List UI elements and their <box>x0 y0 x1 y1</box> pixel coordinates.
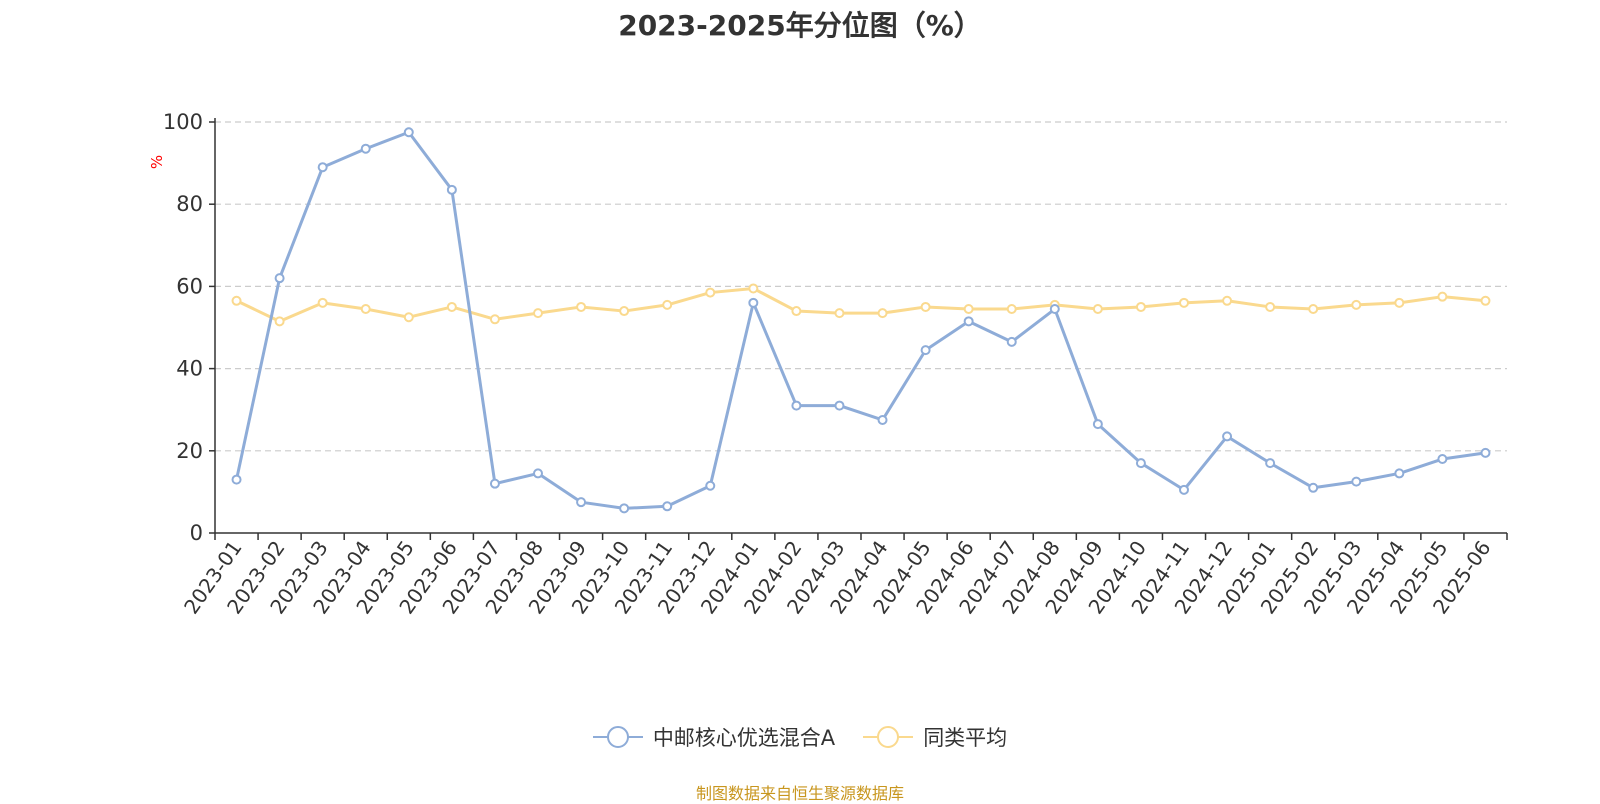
data-point <box>1265 458 1276 469</box>
legend-circle-icon <box>863 726 914 748</box>
data-point <box>1351 299 1362 310</box>
data-point <box>1179 484 1189 495</box>
data-point <box>619 306 630 317</box>
data-point <box>1135 301 1146 312</box>
data-point <box>231 474 242 485</box>
data-point <box>1480 447 1491 458</box>
data-point <box>791 400 802 411</box>
data-point <box>705 480 716 491</box>
data-point <box>619 503 630 514</box>
data-point <box>1437 291 1448 302</box>
axes: 020406080100%2023-012023-022023-032023-0… <box>148 110 1508 618</box>
y-tick-label: 40 <box>176 357 203 381</box>
line-chart: 020406080100%2023-012023-022023-032023-0… <box>148 110 1508 618</box>
data-point <box>446 184 457 195</box>
data-point <box>403 127 414 138</box>
data-point <box>317 162 328 173</box>
legend-label: 中邮核心优选混合A <box>652 726 836 750</box>
data-point <box>1222 431 1233 442</box>
data-point <box>489 314 500 325</box>
data-point <box>1092 419 1103 430</box>
data-point <box>920 345 931 356</box>
data-point <box>1394 468 1405 479</box>
data-point <box>274 316 285 327</box>
data-point <box>1308 482 1319 493</box>
data-point <box>576 301 587 312</box>
data-point <box>1394 297 1405 308</box>
data-point <box>963 316 974 327</box>
data-point <box>360 304 371 315</box>
data-point <box>834 308 845 319</box>
legend-label: 同类平均 <box>923 726 1008 750</box>
data-point <box>1437 454 1448 465</box>
series-line <box>235 130 1486 510</box>
y-axis-label: % <box>148 155 166 169</box>
data-point <box>963 304 974 315</box>
y-tick-label: 100 <box>163 110 203 134</box>
data-point <box>1006 304 1017 315</box>
y-tick-label: 20 <box>176 439 203 463</box>
data-point <box>1265 301 1276 312</box>
data-point <box>662 501 673 512</box>
data-point <box>1049 304 1060 315</box>
data-point <box>1308 304 1319 315</box>
data-point <box>403 312 414 323</box>
data-point <box>748 283 759 294</box>
series-line <box>235 286 1486 323</box>
data-point <box>834 400 845 411</box>
legend-circle <box>877 726 900 748</box>
data-point <box>231 295 242 306</box>
data-point <box>1179 297 1189 308</box>
y-tick-label: 60 <box>176 274 203 298</box>
data-point <box>576 497 587 508</box>
grid-lines <box>215 121 1507 452</box>
source-note: 制图数据来自恒生聚源数据库 <box>695 784 904 803</box>
legend-circle-icon <box>592 726 643 748</box>
data-point <box>1222 295 1233 306</box>
series-lines <box>231 127 1491 514</box>
legend-item[interactable]: 中邮核心优选混合A <box>592 722 836 752</box>
data-point <box>317 297 328 308</box>
data-point <box>920 301 931 312</box>
data-point <box>1006 336 1017 347</box>
data-point <box>533 468 543 479</box>
data-point <box>877 414 888 425</box>
data-point <box>705 287 716 298</box>
chart-title: 2023-2025年分位图（%） <box>618 9 982 42</box>
data-point <box>360 143 371 154</box>
data-point <box>662 299 673 310</box>
y-tick-label: 80 <box>176 192 203 216</box>
legend-circle <box>606 726 629 748</box>
data-point <box>1135 458 1146 469</box>
data-point <box>489 478 500 489</box>
data-point <box>533 308 543 319</box>
y-tick-label: 0 <box>190 521 203 545</box>
data-point <box>1480 295 1491 306</box>
data-point <box>274 273 285 284</box>
data-point <box>791 306 802 317</box>
legend-item[interactable]: 同类平均 <box>863 722 1007 752</box>
data-point <box>446 301 457 312</box>
data-point <box>877 308 888 319</box>
data-point <box>1351 476 1362 487</box>
legend: 中邮核心优选混合A 同类平均 <box>0 722 1600 752</box>
data-point <box>1092 304 1103 315</box>
data-point <box>748 297 759 308</box>
